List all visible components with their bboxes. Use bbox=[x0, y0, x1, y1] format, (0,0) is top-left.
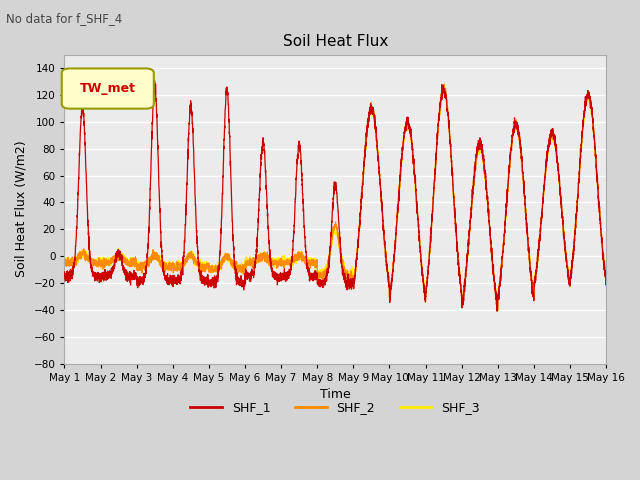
Text: TW_met: TW_met bbox=[80, 82, 136, 95]
X-axis label: Time: Time bbox=[320, 388, 351, 401]
Y-axis label: Soil Heat Flux (W/m2): Soil Heat Flux (W/m2) bbox=[15, 141, 28, 277]
Title: Soil Heat Flux: Soil Heat Flux bbox=[283, 34, 388, 49]
FancyBboxPatch shape bbox=[61, 69, 154, 108]
Text: No data for f_SHF_4: No data for f_SHF_4 bbox=[6, 12, 123, 25]
Legend: SHF_1, SHF_2, SHF_3: SHF_1, SHF_2, SHF_3 bbox=[186, 396, 485, 420]
